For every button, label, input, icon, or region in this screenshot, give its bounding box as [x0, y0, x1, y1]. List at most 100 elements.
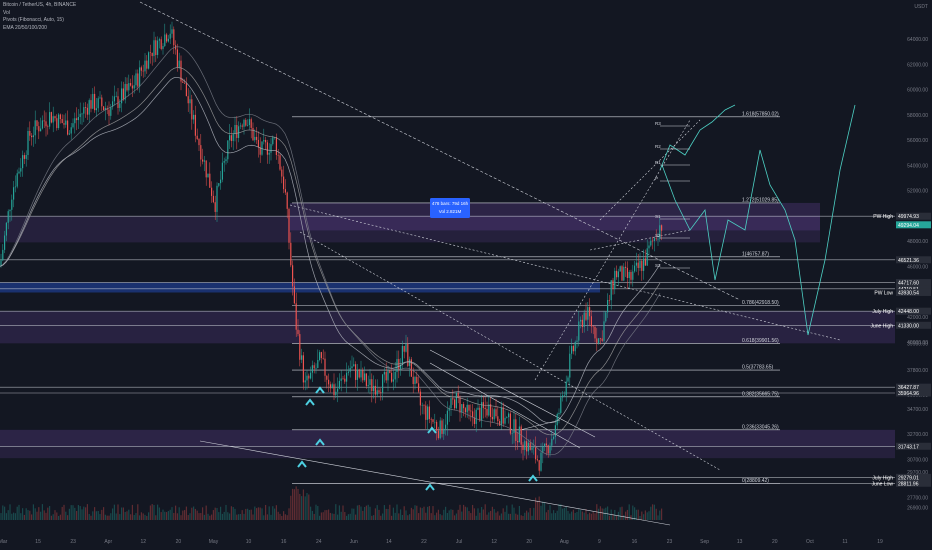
volume-bar [499, 516, 500, 520]
volume-bar [258, 507, 259, 520]
volume-bar [528, 512, 529, 520]
volume-bar [602, 508, 603, 520]
measure-bars-text: 478 bars: 79d 16h [432, 201, 469, 206]
candle-body [382, 374, 383, 392]
indicator-vol[interactable]: Vol [3, 10, 76, 18]
candle-body [177, 49, 178, 67]
volume-bar [209, 516, 210, 520]
volume-bar [368, 505, 369, 520]
volume-bar [396, 505, 397, 520]
price-tick-label: 34700.00 [907, 407, 928, 413]
candle-body [189, 99, 190, 103]
price-label: 42448.00 [898, 309, 919, 315]
volume-bar [558, 504, 559, 520]
candle-body [463, 404, 464, 408]
side-label: July High [872, 309, 893, 315]
candle-body [549, 446, 550, 454]
candle-body [288, 209, 289, 243]
candle-body [33, 135, 34, 137]
volume-bar [315, 505, 316, 520]
volume-bar [524, 513, 525, 520]
candle-body [89, 100, 90, 115]
candle-body [533, 447, 534, 448]
candle-body [566, 382, 567, 396]
volume-bar [270, 515, 271, 520]
volume-bar [168, 511, 169, 520]
candle-body [528, 443, 529, 452]
volume-bar [542, 501, 543, 520]
volume-bar [603, 509, 604, 520]
candle-body [213, 196, 214, 202]
fib-label: 0.382(35665.75) [742, 391, 779, 397]
candle-body [6, 223, 7, 236]
candle-body [479, 408, 480, 421]
volume-bar [467, 507, 468, 520]
volume-bar [418, 513, 419, 520]
candle-body [179, 61, 180, 67]
candle-body [72, 123, 73, 127]
candle-body [384, 372, 385, 374]
volume-bar [351, 508, 352, 520]
candle-body [441, 420, 442, 433]
candle-body [130, 83, 131, 86]
candle-body [490, 404, 491, 417]
candle-body [44, 120, 45, 121]
candle-body [553, 437, 554, 439]
candle-body [143, 71, 144, 72]
candle-body [539, 460, 540, 471]
volume-bar [90, 516, 91, 520]
candle-body [353, 364, 354, 366]
price-axis[interactable]: 64000.00 62000.00 60000.00 58000.00 56000.00… [870, 0, 932, 550]
pivot-label: R1 [655, 160, 661, 165]
volume-bar [166, 512, 167, 520]
candle-body [11, 200, 12, 210]
candle-body [242, 126, 243, 127]
candle-body [546, 444, 547, 446]
candle-body [94, 94, 95, 110]
candle-body [593, 326, 594, 327]
candle-body [362, 370, 363, 380]
volume-bar [207, 514, 208, 520]
volume-bar [521, 515, 522, 520]
volume-bar [312, 511, 313, 520]
volume-bar [526, 511, 527, 520]
candle-body [22, 155, 23, 168]
candle-body [350, 368, 351, 372]
volume-bar [531, 516, 532, 520]
candle-body [357, 370, 358, 380]
candle-body [254, 137, 255, 140]
volume-bar [314, 514, 315, 520]
candle-body [182, 82, 183, 83]
indicator-ema[interactable]: EMA 20/50/100/200 [3, 25, 76, 33]
candle-body [283, 177, 284, 190]
indicator-pivots[interactable]: Pivots (Fibonacci, Auto, 15) [3, 17, 76, 25]
candle-body [204, 160, 205, 161]
volume-bar [553, 510, 554, 520]
candle-body [458, 393, 459, 398]
volume-bar [384, 505, 385, 520]
time-axis[interactable]: Mar 15 23 Apr 12 20 May 10 16 24 Jun 14 22 Jul 12 20 Aug… [0, 534, 932, 550]
volume-bar [486, 515, 487, 520]
volume-bar [45, 513, 46, 520]
volume-bar [357, 505, 358, 520]
candle-body [373, 386, 374, 391]
candle-body [173, 29, 174, 45]
symbol-title[interactable]: Bitcoin / TetherUS, 4h, BINANCE [3, 2, 76, 10]
volume-bar [661, 509, 662, 520]
candle-body [110, 107, 111, 116]
fib-label: 0.786(42918.50) [742, 300, 779, 306]
candle-body [571, 346, 572, 354]
candle-body [564, 395, 565, 396]
time-tick-label: 10 [246, 539, 252, 545]
volume-bar [265, 505, 266, 520]
side-label: PW Low [874, 290, 893, 296]
candle-body [157, 41, 158, 55]
volume-bar [627, 510, 628, 520]
candle-body [429, 407, 430, 419]
candle-body [195, 115, 196, 136]
time-tick-label: 15 [35, 539, 41, 545]
chevron-up-icon [298, 462, 306, 467]
volume-bar [461, 512, 462, 520]
volume-bar [22, 508, 23, 520]
